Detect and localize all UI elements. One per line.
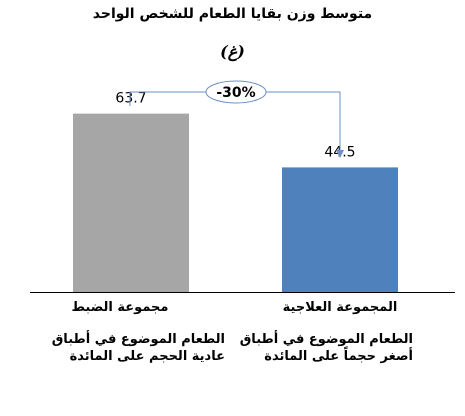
change-annotation: -30% bbox=[129, 80, 344, 158]
data-label-control: 63.7 bbox=[115, 91, 146, 107]
description-line: عادية الحجم على المائدة bbox=[69, 349, 225, 364]
bar-control bbox=[73, 113, 189, 292]
chart-title: متوسط وزن بقايا الطعام للشخص الواحد bbox=[92, 6, 373, 22]
change-arrowhead bbox=[336, 150, 344, 158]
bar-treatment bbox=[282, 167, 398, 292]
description-line: أصغر حجماً على المائدة bbox=[264, 349, 413, 364]
category-description-treatment: الطعام الموضوع في أطباق أصغر حجماً على ا… bbox=[228, 331, 413, 365]
category-label-control: مجموعة الضبط bbox=[71, 300, 169, 315]
description-line: الطعام الموضوع في أطباق bbox=[239, 332, 413, 347]
chart-unit: (غ) bbox=[220, 42, 245, 61]
category-description-control: الطعام الموضوع في أطباق عادية الحجم على … bbox=[20, 331, 225, 365]
description-line: الطعام الموضوع في أطباق bbox=[51, 332, 225, 347]
category-label-treatment: المجموعة العلاجية bbox=[282, 300, 398, 315]
change-oval bbox=[205, 80, 267, 104]
change-label: -30% bbox=[216, 85, 255, 101]
